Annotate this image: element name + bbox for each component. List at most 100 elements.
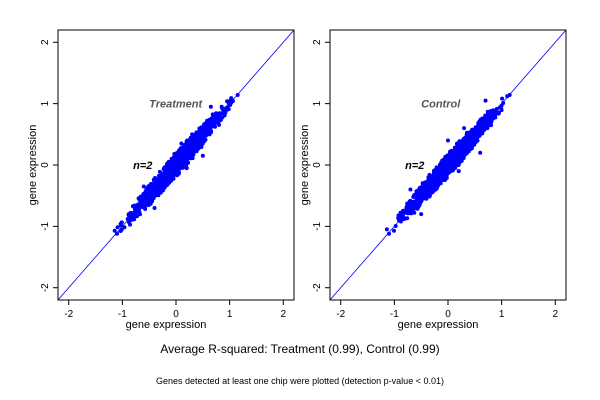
data-point (178, 166, 183, 170)
data-point (416, 204, 421, 209)
data-point (494, 106, 499, 111)
data-point (464, 138, 469, 142)
data-point (499, 108, 504, 113)
data-point (424, 183, 429, 188)
data-point (209, 122, 214, 127)
x-tick-label: 0 (445, 309, 451, 320)
data-point (208, 104, 213, 109)
data-point (456, 153, 461, 158)
group-label: Control (421, 99, 461, 111)
data-point (415, 197, 419, 202)
data-point (192, 148, 196, 153)
data-point (412, 202, 416, 207)
data-point (192, 143, 196, 148)
data-point (457, 160, 462, 165)
data-point (198, 133, 202, 137)
y-tick-label: 1 (312, 100, 323, 106)
data-point (387, 231, 391, 236)
sample-count-label: n=2 (405, 160, 424, 172)
data-point (194, 130, 199, 135)
detection-note-caption: Genes detected at least one chip were pl… (156, 376, 444, 386)
y-tick-label: -1 (312, 221, 323, 230)
data-point (217, 122, 221, 127)
data-point (485, 117, 490, 122)
data-point (507, 93, 512, 98)
data-point (491, 116, 496, 121)
data-point (170, 176, 175, 181)
x-tick-label: -2 (64, 309, 73, 320)
data-point (115, 225, 120, 230)
data-point (485, 109, 490, 114)
data-point (470, 138, 475, 142)
data-point (449, 153, 453, 158)
treatment-panel: -2 -1 0 1 2 -2 -1 0 1 2 gene expression gene expres… (27, 29, 295, 331)
x-tick-label: 0 (173, 309, 179, 320)
data-point (225, 107, 230, 112)
data-point (122, 225, 127, 230)
data-point (171, 171, 176, 176)
data-point (478, 150, 483, 155)
y-tick-label: 2 (312, 39, 323, 45)
x-tick-label: 1 (499, 309, 505, 320)
data-point (216, 115, 221, 120)
data-point (184, 151, 189, 156)
x-tick-label: 1 (227, 309, 233, 320)
data-point (478, 129, 483, 134)
data-point (159, 188, 164, 193)
data-point (136, 207, 141, 212)
data-point (202, 133, 207, 138)
data-point (408, 187, 413, 192)
x-axis-label: gene expression (126, 319, 207, 331)
data-point (463, 149, 468, 154)
data-point (115, 231, 119, 236)
data-point (172, 158, 176, 163)
data-point (479, 121, 484, 126)
data-point (398, 210, 403, 215)
data-point (125, 217, 130, 221)
data-point (187, 144, 192, 148)
data-point (453, 155, 458, 160)
x-tick-label: -2 (336, 309, 345, 320)
data-point (186, 156, 191, 161)
data-point (148, 196, 153, 201)
data-point (467, 135, 472, 140)
data-point (161, 171, 166, 176)
data-point (397, 215, 402, 220)
data-point (206, 127, 211, 132)
x-tick-label: -1 (118, 309, 127, 320)
data-point (179, 141, 184, 146)
data-point (500, 96, 505, 101)
data-point (497, 110, 501, 115)
data-point (190, 132, 195, 137)
data-point (421, 193, 426, 198)
y-tick-label: 0 (312, 162, 323, 168)
data-point (205, 122, 210, 127)
data-point (199, 145, 204, 149)
data-point (202, 129, 207, 134)
data-point (200, 153, 205, 158)
y-tick-label: -1 (40, 221, 51, 230)
data-point (483, 113, 488, 118)
data-point (467, 132, 472, 137)
control-panel: -2 -1 0 1 2 -2 -1 0 1 2 gene expression gene expres… (299, 29, 567, 331)
data-point (462, 126, 467, 131)
data-point (208, 118, 213, 123)
data-point (212, 116, 216, 121)
data-point (147, 191, 152, 196)
data-point (143, 194, 148, 199)
data-point (406, 201, 410, 206)
x-axis-label: gene expression (398, 319, 479, 331)
data-point (469, 129, 474, 134)
data-point (459, 149, 464, 154)
data-point (404, 210, 409, 215)
data-point (446, 138, 450, 143)
point-cloud (384, 94, 510, 233)
data-point (450, 165, 455, 170)
data-point (154, 185, 159, 190)
y-axis-label: gene expression (299, 125, 311, 206)
data-point (181, 157, 186, 162)
sample-count-label: n=2 (133, 160, 152, 172)
data-point (119, 223, 123, 228)
data-point (166, 173, 170, 178)
data-point (136, 202, 141, 207)
